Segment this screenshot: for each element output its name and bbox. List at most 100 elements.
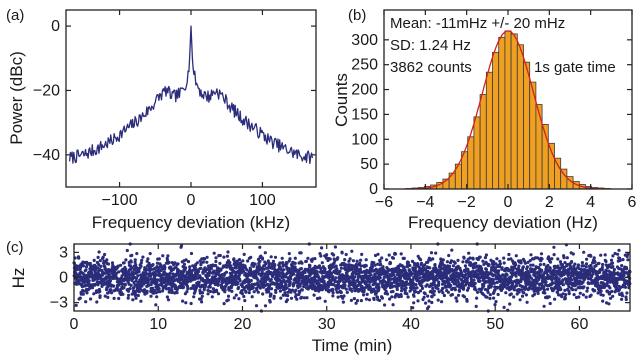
scatter-point (347, 259, 351, 263)
scatter-point (415, 286, 419, 290)
scatter-point (564, 293, 568, 297)
scatter-point (625, 267, 629, 271)
scatter-point (373, 263, 377, 267)
scatter-point (267, 290, 271, 294)
scatter-point (612, 267, 617, 272)
scatter-point (619, 272, 623, 276)
scatter-point (308, 264, 312, 268)
scatter-point (561, 283, 566, 287)
scatter-point (449, 283, 453, 288)
scatter-point (475, 296, 479, 300)
scatter-point (333, 259, 337, 263)
scatter-point (344, 287, 348, 291)
scatter-point (521, 265, 526, 269)
scatter-point (514, 254, 518, 258)
scatter-point (350, 249, 354, 253)
scatter-point (353, 275, 357, 279)
scatter-point (206, 292, 210, 296)
scatter-point (149, 268, 154, 272)
scatter-point (205, 255, 209, 259)
scatter-point (410, 272, 414, 276)
scatter-point (454, 296, 458, 300)
scatter-point (488, 296, 492, 301)
scatter-point (290, 288, 295, 292)
scatter-point (440, 261, 444, 265)
scatter-point (110, 291, 114, 295)
scatter-point (236, 285, 241, 290)
scatter-point (227, 288, 231, 292)
scatter-point (205, 260, 209, 264)
scatter-point (626, 252, 630, 256)
scatter-point (418, 276, 422, 280)
scatter-point (381, 265, 385, 269)
scatter-point (151, 291, 155, 295)
scatter-point (593, 289, 597, 293)
scatter-point (426, 294, 430, 298)
scatter-point (589, 254, 593, 258)
scatter-point (84, 268, 88, 272)
scatter-point (136, 281, 140, 285)
panel-b-ytick-label: 0 (369, 181, 378, 198)
scatter-point (199, 266, 203, 270)
scatter-point (589, 265, 593, 269)
scatter-point (239, 261, 243, 265)
panel-a-ytick-label: −40 (33, 147, 60, 164)
scatter-point (264, 261, 268, 266)
panel-b-ylabel: Counts (332, 73, 351, 127)
scatter-point (430, 300, 434, 305)
scatter-point (124, 267, 128, 271)
scatter-point (590, 275, 594, 279)
scatter-point (616, 252, 620, 256)
scatter-point (399, 294, 403, 298)
scatter-point (216, 292, 221, 296)
scatter-point (542, 285, 546, 289)
scatter-point (208, 285, 212, 289)
scatter-point (562, 256, 566, 260)
scatter-point (195, 261, 199, 265)
scatter-point (419, 258, 423, 262)
scatter-point (276, 286, 280, 290)
scatter-point (529, 263, 533, 267)
scatter-point (145, 268, 149, 272)
scatter-point (298, 290, 302, 294)
scatter-point (481, 259, 485, 263)
scatter-point (283, 274, 287, 278)
panel-b-annotation-mean: Mean: -11mHz +/- 20 mHz (390, 15, 565, 32)
scatter-point (416, 299, 420, 303)
scatter-point (607, 302, 611, 306)
scatter-point (161, 254, 165, 258)
scatter-point (432, 293, 436, 297)
scatter-point (555, 290, 560, 294)
scatter-point (509, 278, 513, 282)
scatter-point (323, 267, 327, 271)
scatter-point (540, 257, 544, 261)
scatter-point (548, 301, 552, 306)
scatter-point (232, 257, 236, 261)
scatter-point (117, 270, 121, 274)
scatter-point (250, 295, 254, 299)
scatter-point (253, 282, 257, 286)
scatter-point (517, 264, 521, 268)
panel-b-ytick-label: 50 (360, 156, 378, 173)
scatter-point (621, 294, 625, 298)
scatter-point (379, 262, 383, 267)
scatter-point (320, 246, 324, 250)
scatter-point (313, 257, 317, 261)
panel-b-xtick-label: 2 (545, 194, 554, 211)
scatter-point (121, 282, 125, 286)
scatter-point (93, 282, 97, 286)
scatter-point (292, 282, 296, 286)
scatter-point (155, 295, 159, 299)
scatter-point (188, 265, 192, 269)
scatter-point (129, 260, 133, 264)
scatter-point (352, 278, 356, 282)
scatter-point (547, 295, 551, 299)
scatter-point (156, 278, 160, 282)
scatter-point (397, 295, 401, 299)
scatter-point (509, 292, 513, 296)
scatter-point (405, 292, 409, 296)
panel-c-ytick-label: 3 (59, 244, 68, 261)
panel-c-xtick-label: 40 (402, 316, 420, 333)
scatter-point (269, 287, 274, 291)
scatter-point (192, 295, 196, 299)
